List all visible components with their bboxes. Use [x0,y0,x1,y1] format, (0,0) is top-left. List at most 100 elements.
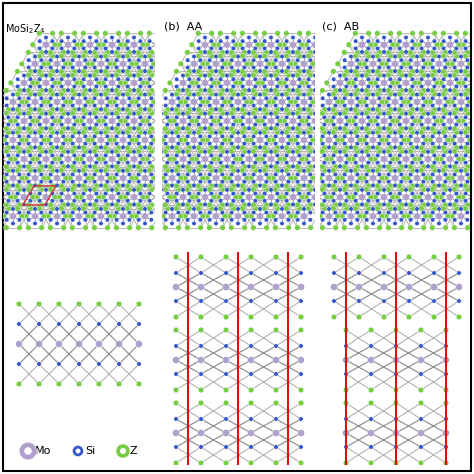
Circle shape [393,69,397,73]
Circle shape [218,54,223,59]
Circle shape [118,42,124,47]
Circle shape [452,202,457,208]
Circle shape [331,199,336,203]
Circle shape [393,221,397,226]
Circle shape [429,164,435,170]
Circle shape [286,110,292,116]
Circle shape [463,107,468,112]
Circle shape [116,444,130,458]
Circle shape [39,96,44,100]
Circle shape [297,69,302,74]
Circle shape [401,137,407,143]
Circle shape [181,126,185,130]
Circle shape [354,77,358,82]
Circle shape [415,145,419,149]
Circle shape [196,168,201,173]
Circle shape [274,271,278,275]
Circle shape [149,164,155,170]
Circle shape [360,111,364,116]
Circle shape [242,225,247,230]
Circle shape [419,54,424,59]
Circle shape [280,55,284,59]
Circle shape [239,183,245,189]
Circle shape [94,46,99,51]
Circle shape [46,61,51,66]
Circle shape [17,362,21,366]
Circle shape [283,69,289,74]
Circle shape [209,91,214,97]
Circle shape [115,210,119,215]
Circle shape [295,210,300,215]
Circle shape [149,126,155,131]
Circle shape [107,213,113,219]
Circle shape [203,88,207,92]
Circle shape [415,69,419,73]
Circle shape [94,199,99,203]
Circle shape [121,207,125,211]
Circle shape [399,110,404,116]
Circle shape [22,164,26,169]
Circle shape [100,80,106,86]
Circle shape [319,88,325,93]
Circle shape [355,50,360,55]
Circle shape [456,118,462,124]
Circle shape [82,77,86,82]
Circle shape [388,69,393,74]
Circle shape [233,194,238,200]
Circle shape [405,283,412,291]
Circle shape [165,191,170,196]
Circle shape [333,88,338,93]
Circle shape [33,92,37,97]
Circle shape [105,126,110,131]
Circle shape [209,69,214,74]
Circle shape [116,46,120,51]
Circle shape [405,137,411,143]
Circle shape [259,156,265,162]
Circle shape [167,80,173,86]
Circle shape [443,110,448,116]
Circle shape [415,107,419,111]
Circle shape [83,149,88,154]
Circle shape [240,199,245,203]
Circle shape [249,299,253,303]
Circle shape [116,115,120,119]
Circle shape [23,175,29,181]
Circle shape [246,155,253,163]
Circle shape [182,99,188,105]
Circle shape [94,206,100,211]
Circle shape [126,115,130,119]
Circle shape [361,137,367,143]
Circle shape [116,145,121,150]
Circle shape [72,91,77,97]
Circle shape [443,73,448,78]
Circle shape [22,88,26,92]
Circle shape [209,129,214,135]
Circle shape [27,103,31,108]
Circle shape [109,155,116,163]
Circle shape [17,172,21,177]
Circle shape [280,221,284,226]
Circle shape [98,213,104,220]
Circle shape [416,42,422,47]
Circle shape [454,69,459,74]
Circle shape [399,50,404,55]
Circle shape [354,199,358,203]
Circle shape [291,202,295,207]
Circle shape [397,91,402,97]
Circle shape [94,122,99,127]
Circle shape [43,41,49,48]
Circle shape [196,69,201,74]
Circle shape [275,191,280,196]
Circle shape [386,202,391,208]
Circle shape [452,164,457,170]
Circle shape [236,221,240,226]
Circle shape [398,199,402,203]
Circle shape [464,161,468,165]
Circle shape [28,191,33,196]
Circle shape [280,92,284,97]
Circle shape [343,210,347,215]
Circle shape [28,77,33,82]
Circle shape [465,134,469,138]
Circle shape [198,314,204,320]
Circle shape [430,172,435,177]
